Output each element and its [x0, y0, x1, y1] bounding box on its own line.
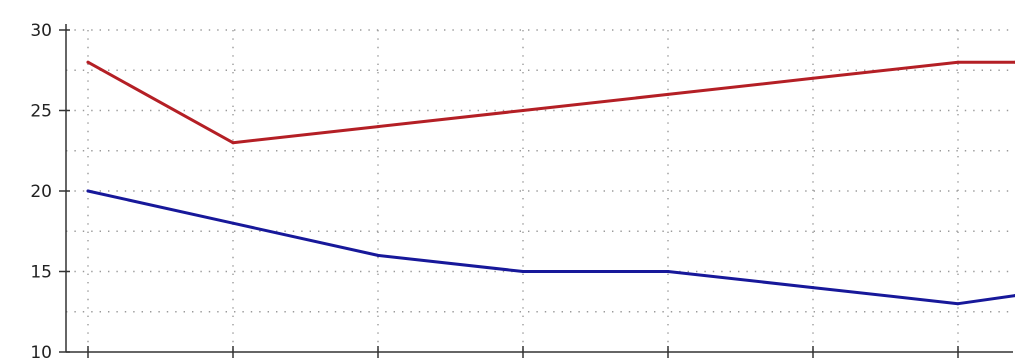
data-point: [811, 76, 815, 80]
data-point: [86, 60, 90, 64]
series-lines: [86, 60, 1015, 306]
data-point: [666, 92, 670, 96]
y-tick-label: 20: [30, 182, 52, 202]
y-tick-label: 30: [30, 21, 52, 41]
data-point: [811, 286, 815, 290]
y-tick-label: 15: [30, 263, 52, 283]
data-point: [666, 270, 670, 273]
data-point: [521, 109, 525, 112]
data-point: [231, 141, 235, 145]
axes: [59, 24, 1013, 358]
data-point: [956, 60, 960, 64]
y-tick-label: 25: [30, 102, 52, 122]
y-tick-label: 10: [30, 343, 52, 360]
data-point: [231, 221, 235, 225]
series-line-1: [86, 60, 1015, 145]
y-tick-labels: 10 15 20 25 30: [30, 21, 52, 360]
data-point: [86, 189, 90, 193]
grid: [66, 29, 1013, 352]
data-point: [376, 125, 380, 129]
series-line-2: [86, 189, 1015, 306]
data-point: [956, 302, 960, 306]
data-point: [376, 253, 380, 257]
data-point: [521, 270, 525, 273]
